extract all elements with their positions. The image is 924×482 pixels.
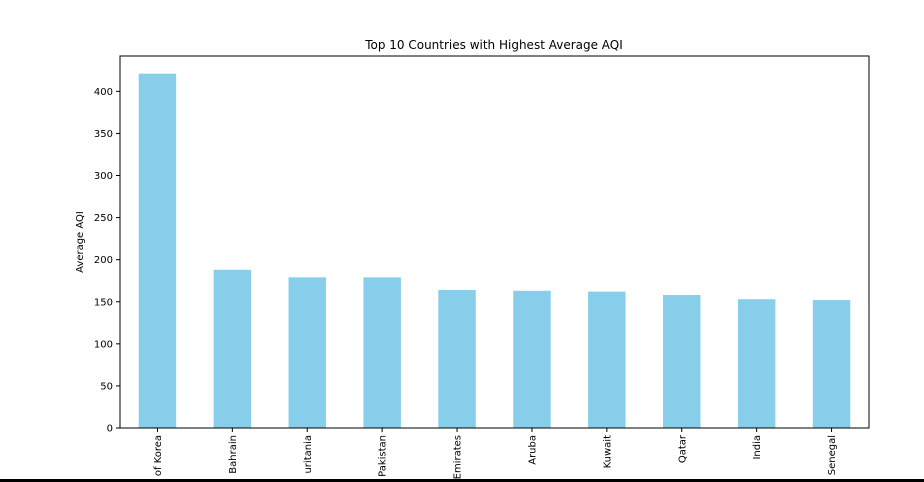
- chart-title: Top 10 Countries with Highest Average AQ…: [364, 38, 623, 52]
- y-tick-label: 150: [94, 297, 113, 308]
- y-axis-label: Average AQI: [75, 211, 86, 273]
- bar-7: [663, 295, 701, 428]
- x-tick-label: Kuwait: [602, 435, 613, 468]
- x-tick-label: Emirates: [453, 435, 464, 479]
- x-tick-label: Pakistan: [378, 435, 389, 477]
- y-tick-label: 200: [94, 255, 113, 266]
- y-tick-label: 250: [94, 213, 113, 224]
- x-ticks-group: of Korea Bahrain uritania Pakistan Emirates A…: [153, 428, 838, 479]
- x-tick-label: Bahrain: [228, 435, 239, 474]
- x-tick-label: uritania: [303, 435, 314, 474]
- bar-4: [438, 289, 476, 428]
- y-tick-label: 50: [100, 381, 113, 392]
- y-tick-label: 400: [94, 87, 113, 98]
- bar-0: [138, 73, 177, 429]
- bar-6: [588, 291, 626, 428]
- x-tick-label: of Korea: [153, 435, 164, 476]
- bar-2: [288, 277, 326, 428]
- y-tick-label: 350: [94, 129, 113, 140]
- bar-9: [812, 300, 851, 428]
- y-ticks-group: 0 50 100 150 200 250 300 350 400: [94, 87, 120, 435]
- bar-8: [737, 299, 776, 428]
- x-tick-label: Aruba: [527, 435, 538, 465]
- x-tick-label: Senegal: [827, 435, 838, 475]
- x-tick-label: India: [752, 435, 763, 460]
- window-edge: [0, 479, 924, 482]
- y-tick-label: 0: [107, 424, 113, 435]
- bar-3: [363, 277, 401, 428]
- bar-1: [213, 269, 252, 428]
- x-tick-label: Qatar: [677, 434, 688, 463]
- bar-5: [513, 290, 551, 428]
- y-tick-label: 300: [94, 171, 113, 182]
- plot-frame: [119, 55, 870, 429]
- y-tick-label: 100: [94, 339, 113, 350]
- bars-group: [138, 73, 851, 429]
